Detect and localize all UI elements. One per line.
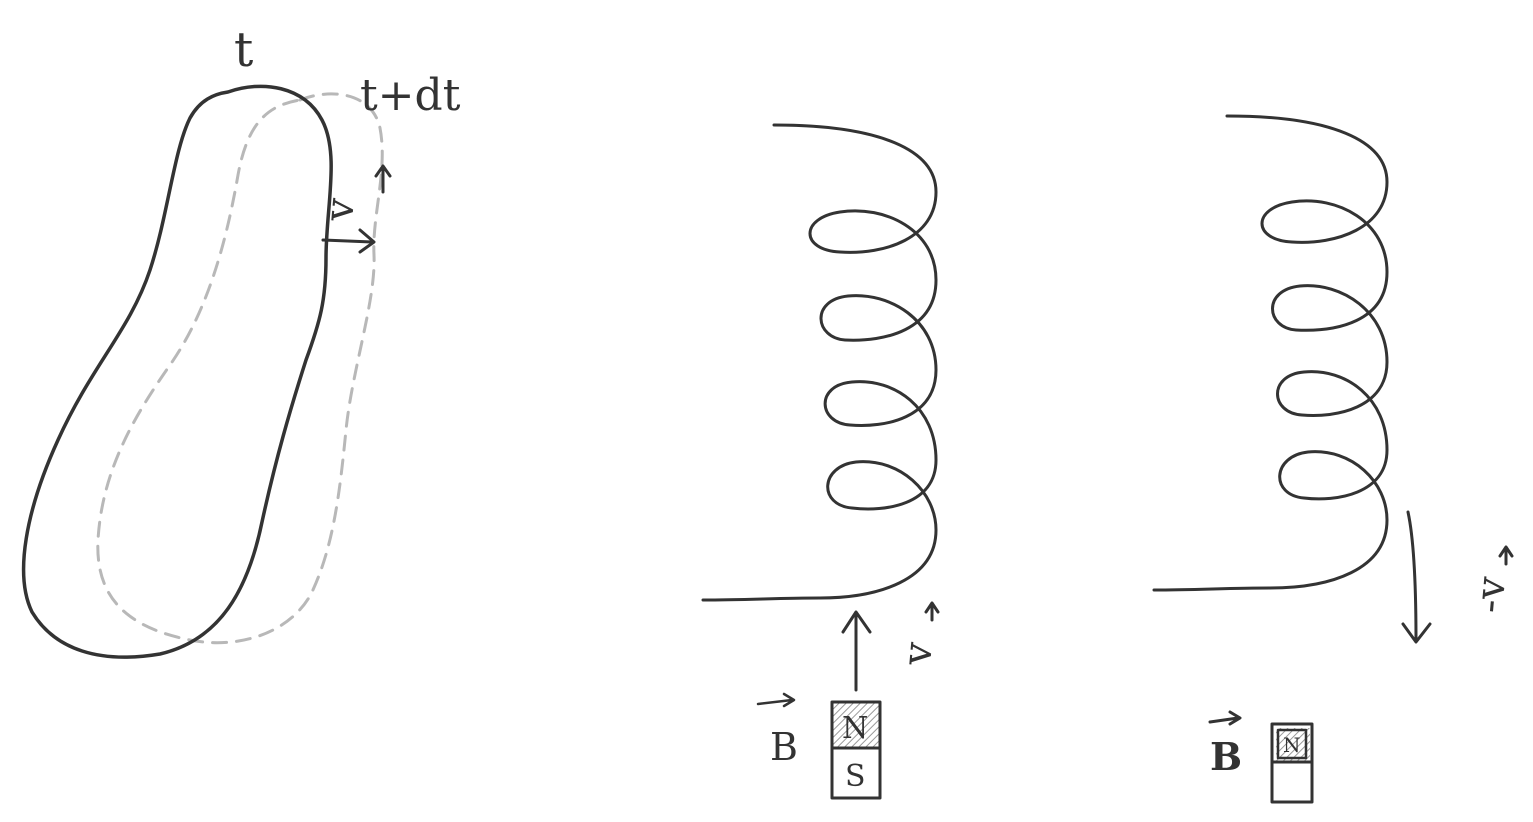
coil-1-velocity-arrowhead xyxy=(841,610,872,634)
coil-2-magnet-north-shade xyxy=(1276,728,1310,762)
coil-1-bar-magnet: N S xyxy=(830,700,882,800)
coil-1-magnet-south-label: S xyxy=(845,759,866,794)
coil-panel-2: -v B N xyxy=(1152,114,1515,804)
coil-panel-1: v B N S xyxy=(701,123,942,800)
coil-1-magnet-north-shade xyxy=(832,702,880,748)
coil-2-magnet-north-label: N xyxy=(1283,733,1301,757)
loop-velocity-arrowhead xyxy=(358,228,376,254)
loop-at-t-plus-dt xyxy=(96,92,384,645)
coil-1-velocity-vector-arrow-icon xyxy=(924,601,940,622)
coil-2-magnet-inner-box xyxy=(1276,728,1308,760)
coil-1-field-vector-arrow-icon xyxy=(756,692,796,708)
coil-1-winding xyxy=(701,123,938,602)
coil-2-winding xyxy=(1152,114,1389,592)
coil-2-velocity-arrowhead xyxy=(1401,622,1432,644)
loop-panel: v t t+dt xyxy=(21,22,461,659)
coil-2-bar-magnet: N xyxy=(1270,722,1314,804)
loop-velocity-vector-arrow-icon xyxy=(374,164,392,194)
loop-later-time-label: t+dt xyxy=(360,70,461,121)
coil-2-velocity-vector-arrow-icon xyxy=(1498,545,1514,566)
coil-1-field-label: B xyxy=(770,725,798,769)
loop-velocity-label: v xyxy=(316,196,364,224)
coil-1-velocity-label: v xyxy=(894,640,942,668)
loop-time-label: t xyxy=(234,22,253,78)
coil-1-magnet-north-label: N xyxy=(842,711,868,746)
coil-2-field-vector-arrow-icon xyxy=(1208,710,1242,726)
loop-at-t xyxy=(21,84,333,659)
loop-velocity-arrow xyxy=(321,238,374,244)
coil-2-velocity-label: -v xyxy=(1466,574,1515,614)
coil-2-velocity-arrow xyxy=(1406,510,1418,642)
coil-1-magnet-outline xyxy=(830,700,882,800)
coil-2-field-label: B xyxy=(1210,734,1242,779)
